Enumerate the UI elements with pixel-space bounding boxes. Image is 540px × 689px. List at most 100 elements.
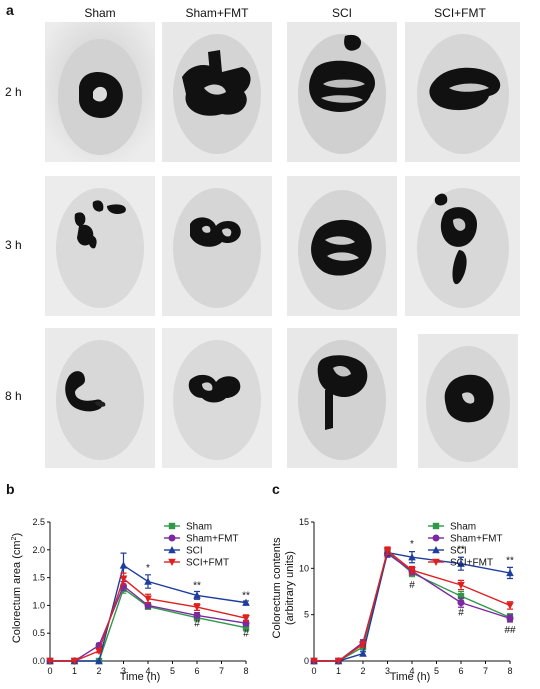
c-significance-annotation: # xyxy=(458,608,464,619)
column-header-sci-fmt: SCI+FMT xyxy=(434,6,486,20)
c-legend-label-sci-fmt: SCI+FMT xyxy=(450,558,493,569)
b-legend-marker-sci-fmt xyxy=(168,558,176,566)
b-x-tick-label: 5 xyxy=(170,666,175,676)
c-x-tick-label: 1 xyxy=(336,666,341,676)
scan-image-sci-fmt-8h xyxy=(418,334,518,468)
c-legend-label-sham-fmt: Sham+FMT xyxy=(450,534,503,545)
b-point-sci xyxy=(193,591,201,599)
b-x-tick-label: 2 xyxy=(96,666,101,676)
b-x-tick-label: 0 xyxy=(47,666,52,676)
panel-a-letter: a xyxy=(6,2,14,18)
b-y-tick-label: 0.0 xyxy=(32,656,45,666)
c-x-tick-label: 6 xyxy=(458,666,463,676)
scan-image-sci-8h xyxy=(287,328,397,468)
c-y-axis-label-line2: (arbitrary units) xyxy=(284,551,296,625)
row-header-2h: 2 h xyxy=(5,85,22,99)
panel-c-letter: c xyxy=(272,481,280,497)
panel-b-letter: b xyxy=(6,481,15,497)
c-legend-label-sham: Sham xyxy=(450,522,476,533)
b-point-sci xyxy=(119,561,128,569)
c-point-sci xyxy=(359,649,367,657)
c-x-tick-label: 0 xyxy=(311,666,316,676)
c-significance-annotation: ## xyxy=(504,625,516,636)
c-y-tick-label: 0 xyxy=(304,656,309,666)
b-point-sci xyxy=(95,657,103,665)
column-header-sci: SCI xyxy=(331,6,352,20)
c-x-tick-label: 8 xyxy=(507,666,512,676)
c-point-sham-fmt xyxy=(457,599,465,607)
b-point-sci xyxy=(242,598,250,606)
b-point-sci-fmt xyxy=(242,614,250,623)
c-point-sci xyxy=(408,553,416,561)
c-y-tick-label: 15 xyxy=(299,517,309,527)
b-y-tick-label: 2.0 xyxy=(32,545,45,555)
b-legend-label-sham-fmt: Sham+FMT xyxy=(186,534,239,545)
scan-image-sham-3h xyxy=(45,176,155,316)
c-significance-annotation: ** xyxy=(457,545,465,556)
b-series-line-sci-fmt xyxy=(50,577,247,662)
b-legend-label-sci-fmt: SCI+FMT xyxy=(186,558,229,569)
b-x-tick-label: 7 xyxy=(219,666,224,676)
c-y-tick-label: 10 xyxy=(299,563,309,573)
scan-image-sham-2h xyxy=(45,22,155,162)
c-x-tick-label: 2 xyxy=(360,666,365,676)
b-point-sci-fmt xyxy=(70,657,79,665)
c-legend-marker-sham-fmt xyxy=(432,534,440,542)
b-point-sham xyxy=(242,624,250,631)
c-point-sci xyxy=(506,568,514,577)
c-legend-marker-sham xyxy=(432,522,440,530)
b-x-tick-label: 8 xyxy=(243,666,248,676)
c-x-tick-label: 5 xyxy=(434,666,439,676)
b-y-axis-label: Colorectum area (cm2) xyxy=(11,533,23,643)
scan-image-sham-fmt-2h xyxy=(162,22,272,162)
scan-image-sci-3h xyxy=(287,176,397,316)
b-point-sci-fmt xyxy=(95,647,103,655)
b-y-tick-label: 2.5 xyxy=(32,517,45,527)
b-point-sci-fmt xyxy=(193,603,201,612)
b-y-tick-label: 1.0 xyxy=(32,600,45,610)
b-y-tick-label: 1.5 xyxy=(32,573,45,583)
c-y-tick-label: 5 xyxy=(304,610,309,620)
scan-image-sci-fmt-3h xyxy=(405,176,520,316)
row-header-3h: 3 h xyxy=(5,238,22,252)
c-significance-annotation: ** xyxy=(506,556,514,567)
b-significance-annotation: # xyxy=(194,619,200,630)
c-point-sci-fmt xyxy=(359,641,367,649)
b-point-sci xyxy=(144,577,152,585)
b-x-tick-label: 6 xyxy=(194,666,199,676)
b-x-tick-label: 1 xyxy=(72,666,77,676)
b-x-axis-label: Time (h) xyxy=(120,671,161,683)
c-significance-annotation: * xyxy=(410,539,414,550)
b-significance-annotation: ** xyxy=(193,581,201,592)
chart-colorectum-area: b 0 1 2 3 4 5 6 7 80.00.51.01.52.02.5*****## Tim… xyxy=(6,481,250,683)
c-point-sci xyxy=(457,559,465,567)
c-x-axis-label: Time (h) xyxy=(390,671,431,683)
scan-image-sham-fmt-3h xyxy=(162,176,272,316)
b-x-tick-label: 3 xyxy=(121,666,126,676)
b-y-tick-label: 0.5 xyxy=(32,628,45,638)
c-point-sci-fmt xyxy=(457,581,465,590)
scan-image-sham-8h xyxy=(45,328,155,468)
scan-image-sham-fmt-8h xyxy=(162,328,272,468)
b-significance-annotation: # xyxy=(243,629,249,640)
c-x-tick-label: 3 xyxy=(385,666,390,676)
c-point-sci-fmt xyxy=(383,547,392,555)
c-point-sci-fmt xyxy=(408,566,416,575)
c-y-axis-label-line1: Colorectum contents xyxy=(271,537,283,638)
b-legend-label-sci: SCI xyxy=(186,546,203,557)
c-legend-marker-sci xyxy=(432,546,440,554)
b-legend-marker-sci xyxy=(168,546,176,554)
column-header-sham-fmt: Sham+FMT xyxy=(185,6,249,20)
b-legend-marker-sham xyxy=(168,522,176,530)
b-point-sham-fmt xyxy=(193,611,201,619)
b-significance-annotation: ** xyxy=(242,591,250,602)
column-header-sham: Sham xyxy=(84,6,116,20)
c-legend-marker-sci-fmt xyxy=(432,558,440,566)
c-significance-annotation: # xyxy=(409,580,415,591)
c-x-tick-label: 4 xyxy=(409,666,414,676)
scan-image-sci-fmt-2h xyxy=(405,22,520,162)
b-point-sci-fmt xyxy=(144,595,152,603)
